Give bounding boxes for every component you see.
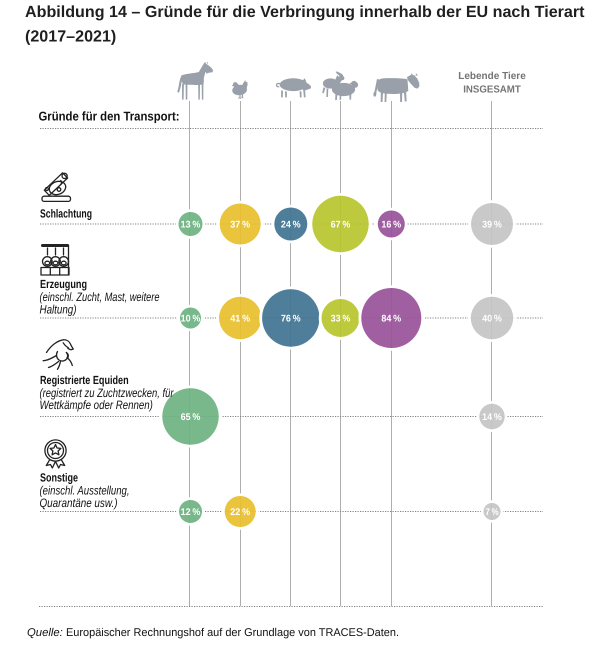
svg-text:Sonstige: Sonstige bbox=[40, 471, 78, 485]
svg-text:Schlachtung: Schlachtung bbox=[40, 207, 92, 221]
svg-text:Lebende Tiere: Lebende Tiere bbox=[458, 71, 526, 82]
svg-text:Quelle:: Quelle: bbox=[27, 627, 63, 639]
svg-text:(einschl. Ausstellung,: (einschl. Ausstellung, bbox=[40, 484, 130, 498]
svg-text:67 %: 67 % bbox=[331, 219, 351, 230]
svg-text:40 %: 40 % bbox=[482, 313, 502, 324]
svg-text:76 %: 76 % bbox=[281, 313, 301, 324]
svg-text:37 %: 37 % bbox=[230, 219, 250, 230]
svg-text:12 %: 12 % bbox=[181, 507, 201, 518]
svg-text:(registriert zu Zuchtzwecken,: (registriert zu Zuchtzwecken, für bbox=[40, 386, 175, 400]
svg-text:39 %: 39 % bbox=[482, 219, 502, 230]
svg-text:Gründe für den Transport:: Gründe für den Transport: bbox=[39, 109, 180, 124]
svg-text:22 %: 22 % bbox=[230, 507, 250, 518]
svg-text:Registrierte Equiden: Registrierte Equiden bbox=[40, 373, 129, 387]
svg-text:24 %: 24 % bbox=[281, 219, 301, 230]
svg-text:Abbildung 14 – Gründe für die: Abbildung 14 – Gründe für die Verbringun… bbox=[25, 3, 585, 21]
svg-text:16 %: 16 % bbox=[381, 219, 401, 230]
svg-text:13 %: 13 % bbox=[181, 219, 201, 230]
svg-text:(einschl. Zucht, Mast, weitere: (einschl. Zucht, Mast, weitere bbox=[40, 290, 160, 304]
svg-text:65 %: 65 % bbox=[181, 412, 201, 423]
svg-text:(2017–2021): (2017–2021) bbox=[25, 28, 116, 46]
svg-text:Quarantäne usw.): Quarantäne usw.) bbox=[40, 496, 118, 510]
svg-text:Wettkämpfe oder Rennen): Wettkämpfe oder Rennen) bbox=[40, 398, 153, 412]
svg-text:33 %: 33 % bbox=[331, 313, 351, 324]
svg-text:7 %: 7 % bbox=[485, 507, 499, 518]
svg-text:14 %: 14 % bbox=[482, 412, 502, 423]
svg-text:84 %: 84 % bbox=[381, 313, 401, 324]
svg-text:10 %: 10 % bbox=[181, 313, 201, 324]
svg-text:Erzeugung: Erzeugung bbox=[40, 277, 87, 291]
svg-text:41 %: 41 % bbox=[230, 313, 250, 324]
svg-text:Haltung): Haltung) bbox=[40, 303, 77, 317]
svg-text:INSGESAMT: INSGESAMT bbox=[463, 85, 521, 96]
svg-text:Europäischer Rechnungshof auf: Europäischer Rechnungshof auf der Grundl… bbox=[66, 627, 399, 639]
